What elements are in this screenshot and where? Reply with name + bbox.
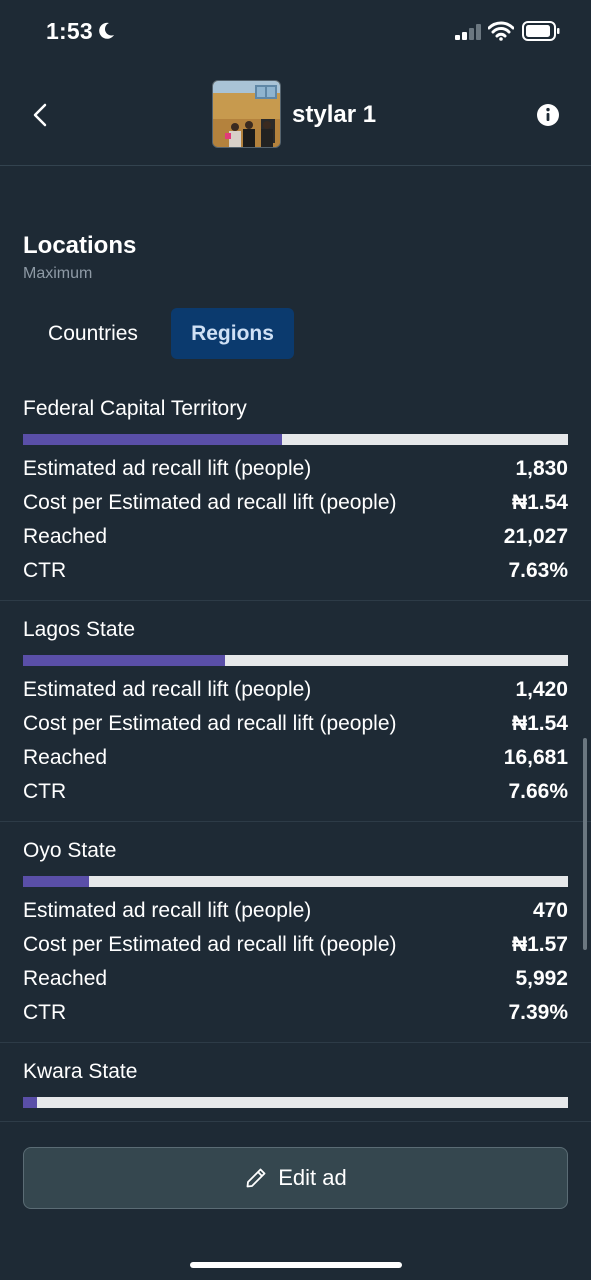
metric-label: Estimated ad recall lift (people) xyxy=(23,678,312,701)
tab-regions[interactable]: Regions xyxy=(171,308,294,359)
metric-value: 7.39% xyxy=(508,1001,568,1024)
metric-value: 1,420 xyxy=(515,678,568,701)
metric-label: CTR xyxy=(23,1001,67,1024)
metric-row: Estimated ad recall lift (people) 470 xyxy=(23,894,568,928)
scrollbar[interactable] xyxy=(583,738,587,950)
metric-value: 7.66% xyxy=(508,780,568,803)
metric-label: CTR xyxy=(23,780,67,803)
ad-name-title: stylar 1 xyxy=(292,101,377,128)
metric-row: Estimated ad recall lift (people) 1,420 xyxy=(23,673,568,707)
metric-row: Cost per Estimated ad recall lift (peopl… xyxy=(23,707,568,741)
metric-row: CTR 7.39% xyxy=(23,996,568,1030)
pencil-icon xyxy=(246,1168,266,1188)
metric-value: 16,681 xyxy=(503,746,568,769)
region-name: Lagos State xyxy=(23,618,136,641)
region-bar-fill xyxy=(23,1097,38,1108)
status-bar: 1:53 xyxy=(0,0,591,64)
metric-value: 470 xyxy=(532,899,568,922)
metric-value: 5,992 xyxy=(515,967,568,990)
home-indicator[interactable] xyxy=(190,1262,402,1268)
metric-row: CTR 7.66% xyxy=(23,775,568,809)
edit-ad-button[interactable]: Edit ad xyxy=(23,1147,568,1209)
metric-value: 21,027 xyxy=(503,525,568,548)
metric-label: Reached xyxy=(23,525,108,548)
signal-icon xyxy=(455,24,481,40)
region-bar-track xyxy=(23,876,568,887)
region-item: Oyo State Estimated ad recall lift (peopl… xyxy=(0,822,591,1043)
ad-thumbnail xyxy=(212,80,281,148)
metric-label: Estimated ad recall lift (people) xyxy=(23,899,312,922)
wifi-icon xyxy=(488,21,514,41)
tab-countries[interactable]: Countries xyxy=(48,321,138,345)
metric-label: Estimated ad recall lift (people) xyxy=(23,457,312,480)
metric-label: Cost per Estimated ad recall lift (peopl… xyxy=(23,933,397,956)
status-time: 1:53 xyxy=(46,18,93,44)
moon-icon xyxy=(99,22,114,39)
locations-subtitle: Maximum xyxy=(23,265,93,282)
region-name: Kwara State xyxy=(23,1060,138,1083)
metric-label: Cost per Estimated ad recall lift (peopl… xyxy=(23,712,397,735)
region-item: Kwara State Estimated ad recall lift (peo… xyxy=(0,1043,591,1121)
footer: Edit ad xyxy=(0,1121,591,1280)
region-bar-fill xyxy=(23,655,225,666)
metric-label: Reached xyxy=(23,967,108,990)
region-bar-track xyxy=(23,655,568,666)
metric-value: ₦1.54 xyxy=(511,712,568,735)
region-name: Federal Capital Territory xyxy=(23,397,247,420)
metric-value: 1,830 xyxy=(515,457,568,480)
metric-row: Estimated ad recall lift (people) 1,830 xyxy=(23,452,568,486)
info-icon[interactable] xyxy=(536,103,560,127)
metric-value: ₦1.54 xyxy=(511,491,568,514)
battery-icon xyxy=(522,21,560,41)
edit-ad-label: Edit ad xyxy=(278,1165,347,1190)
metric-value: ₦1.57 xyxy=(511,933,568,956)
metric-row: Estimated ad recall lift (people) 100 xyxy=(23,1115,568,1121)
region-bar-track xyxy=(23,1097,568,1108)
header: stylar 1 xyxy=(0,64,591,166)
region-item: Lagos State Estimated ad recall lift (peo… xyxy=(0,601,591,822)
locations-title: Locations xyxy=(23,232,137,259)
regions-list[interactable]: Federal Capital Territory Estimated ad re… xyxy=(0,380,591,1121)
metric-row: Reached 5,992 xyxy=(23,962,568,996)
metric-value: 7.63% xyxy=(508,559,568,582)
metric-label: Reached xyxy=(23,746,108,769)
back-chevron-icon[interactable] xyxy=(26,100,56,130)
region-bar-track xyxy=(23,434,568,445)
metric-label: Cost per Estimated ad recall lift (peopl… xyxy=(23,491,397,514)
region-item: Federal Capital Territory Estimated ad re… xyxy=(0,380,591,601)
metric-value: 100 xyxy=(533,1120,568,1121)
metric-row: Cost per Estimated ad recall lift (peopl… xyxy=(23,486,568,520)
metric-row: Cost per Estimated ad recall lift (peopl… xyxy=(23,928,568,962)
metric-label: CTR xyxy=(23,559,67,582)
metric-row: Reached 21,027 xyxy=(23,520,568,554)
region-bar-fill xyxy=(23,434,283,445)
metric-row: Reached 16,681 xyxy=(23,741,568,775)
region-bar-fill xyxy=(23,876,90,887)
metric-label: Estimated ad recall lift (people) xyxy=(23,1120,311,1121)
region-name: Oyo State xyxy=(23,839,117,862)
metric-row: CTR 7.63% xyxy=(23,554,568,588)
